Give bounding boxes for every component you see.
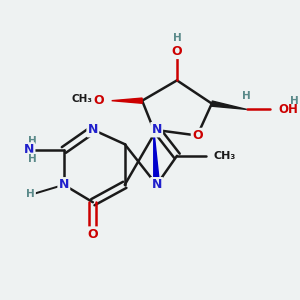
Text: H: H <box>28 136 36 146</box>
Text: CH₃: CH₃ <box>72 94 93 104</box>
Text: H: H <box>26 188 35 199</box>
Text: CH₃: CH₃ <box>213 151 236 161</box>
Text: N: N <box>24 143 34 157</box>
Text: N: N <box>152 178 162 191</box>
Text: H: H <box>172 33 181 43</box>
Polygon shape <box>212 101 247 110</box>
Text: H: H <box>290 96 299 106</box>
Polygon shape <box>112 98 142 103</box>
Text: H: H <box>28 154 36 164</box>
Text: O: O <box>88 228 98 241</box>
Text: N: N <box>152 178 162 191</box>
Text: N: N <box>58 178 69 191</box>
Text: O: O <box>192 129 202 142</box>
Text: OH: OH <box>278 103 298 116</box>
Text: N: N <box>88 123 98 136</box>
Text: O: O <box>94 94 104 107</box>
Text: O: O <box>172 45 182 58</box>
Polygon shape <box>154 130 160 185</box>
Text: H: H <box>242 91 251 101</box>
Text: N: N <box>152 123 162 136</box>
